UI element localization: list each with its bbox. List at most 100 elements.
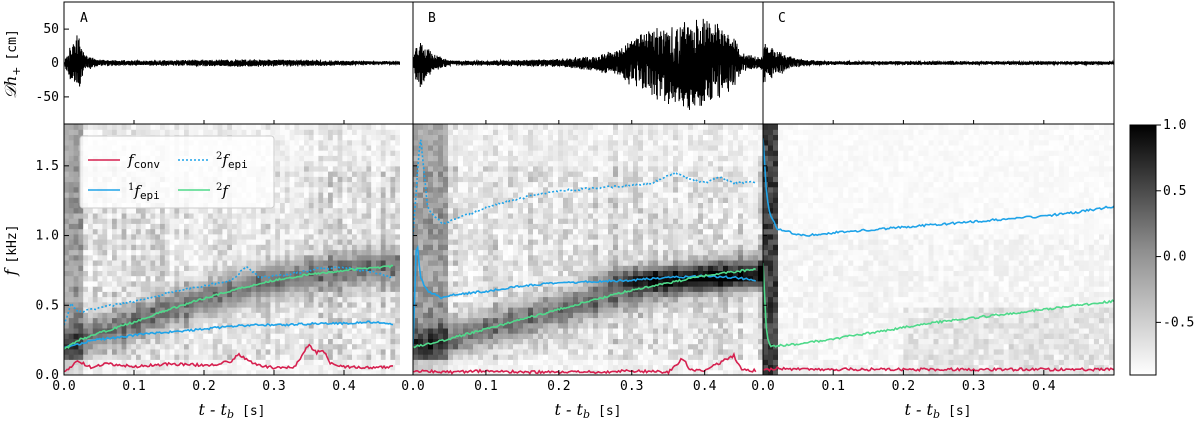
heat-cell [563,327,569,334]
heat-cell [538,171,544,177]
heat-cell [423,228,429,235]
heat-cell [458,218,464,224]
heat-cell [513,359,519,366]
heat-cell [548,150,554,156]
heat-cell [318,171,324,177]
heat-cell [217,244,223,251]
heat-cell [275,139,281,146]
heat-cell [568,155,574,162]
heat-cell [246,312,252,319]
heat-cell [265,354,271,360]
heat-cell [275,354,281,360]
heat-cell [179,249,185,256]
heat-cell [64,312,70,319]
heat-cell [246,364,252,371]
heat-cell [232,312,238,319]
heat-cell [280,280,286,287]
heat-cell [308,265,315,271]
heat-cell [236,301,243,308]
heat-cell [478,212,484,219]
heat-cell [222,244,228,251]
heat-cell [126,249,132,256]
heat-cell [198,218,204,224]
heat-cell [352,270,358,277]
heat-cell [275,265,281,271]
heat-cell [488,348,494,355]
heat-cell [508,286,514,292]
heat-cell [136,275,142,282]
heat-cell [270,260,276,266]
heat-cell [328,338,334,345]
heat-cell [473,291,479,298]
heat-cell [160,301,166,308]
heat-cell [503,291,509,298]
heat-cell [518,280,524,287]
heat-cell [528,270,534,277]
heat-cell [198,327,204,334]
heat-cell [323,218,329,224]
heat-cell [260,280,267,287]
heat-cell [498,322,504,329]
heat-cell [116,124,123,130]
heat-cell [270,333,276,339]
heat-cell [508,129,514,135]
heat-cell [294,354,300,360]
heat-cell [558,296,564,303]
heat-cell [453,270,459,277]
heat-cell [227,312,233,319]
heat-cell [256,359,262,366]
heat-cell [413,223,419,230]
heat-cell [328,286,334,292]
heat-cell [164,338,171,345]
heat-cell [573,270,579,277]
heat-cell [428,244,434,251]
heat-cell [203,369,209,375]
heat-cell [289,327,295,334]
heat-cell [280,223,286,230]
heat-cell [473,312,479,319]
heat-cell [347,327,353,334]
heat-cell [275,202,281,209]
heat-cell [433,197,439,203]
heat-cell [488,150,494,156]
heat-cell [548,134,554,141]
heat-cell [97,327,103,334]
heat-cell [503,171,509,177]
heat-cell [573,197,579,203]
heat-cell [468,181,474,188]
heat-cell [508,270,514,277]
heat-cell [131,223,137,230]
heat-cell [64,291,70,298]
heat-cell [289,291,295,298]
heat-cell [473,223,479,230]
heat-cell [533,260,539,266]
heat-cell [395,327,400,334]
heat-cell [236,348,243,355]
heat-cell [116,212,123,219]
heat-cell [78,249,84,256]
heat-cell [92,348,99,355]
heat-cell [208,228,214,235]
heat-cell [568,144,574,151]
heat-cell [241,244,247,251]
heat-cell [289,338,295,345]
heat-cell [578,171,584,177]
heat-cell [198,312,204,319]
heat-cell [493,160,499,167]
heat-cell [508,181,514,188]
heat-cell [366,254,372,261]
heat-cell [413,239,419,245]
heat-cell [294,254,300,261]
heat-cell [251,348,257,355]
heat-cell [356,307,363,313]
heat-cell [280,239,286,245]
heat-cell [380,171,387,177]
heat-cell [332,369,339,375]
heat-cell [294,186,300,193]
heat-cell [83,249,89,256]
heat-cell [468,307,474,313]
heat-cell [347,359,353,366]
heat-cell [88,223,94,230]
heat-cell [563,364,569,371]
heat-cell [83,207,89,214]
